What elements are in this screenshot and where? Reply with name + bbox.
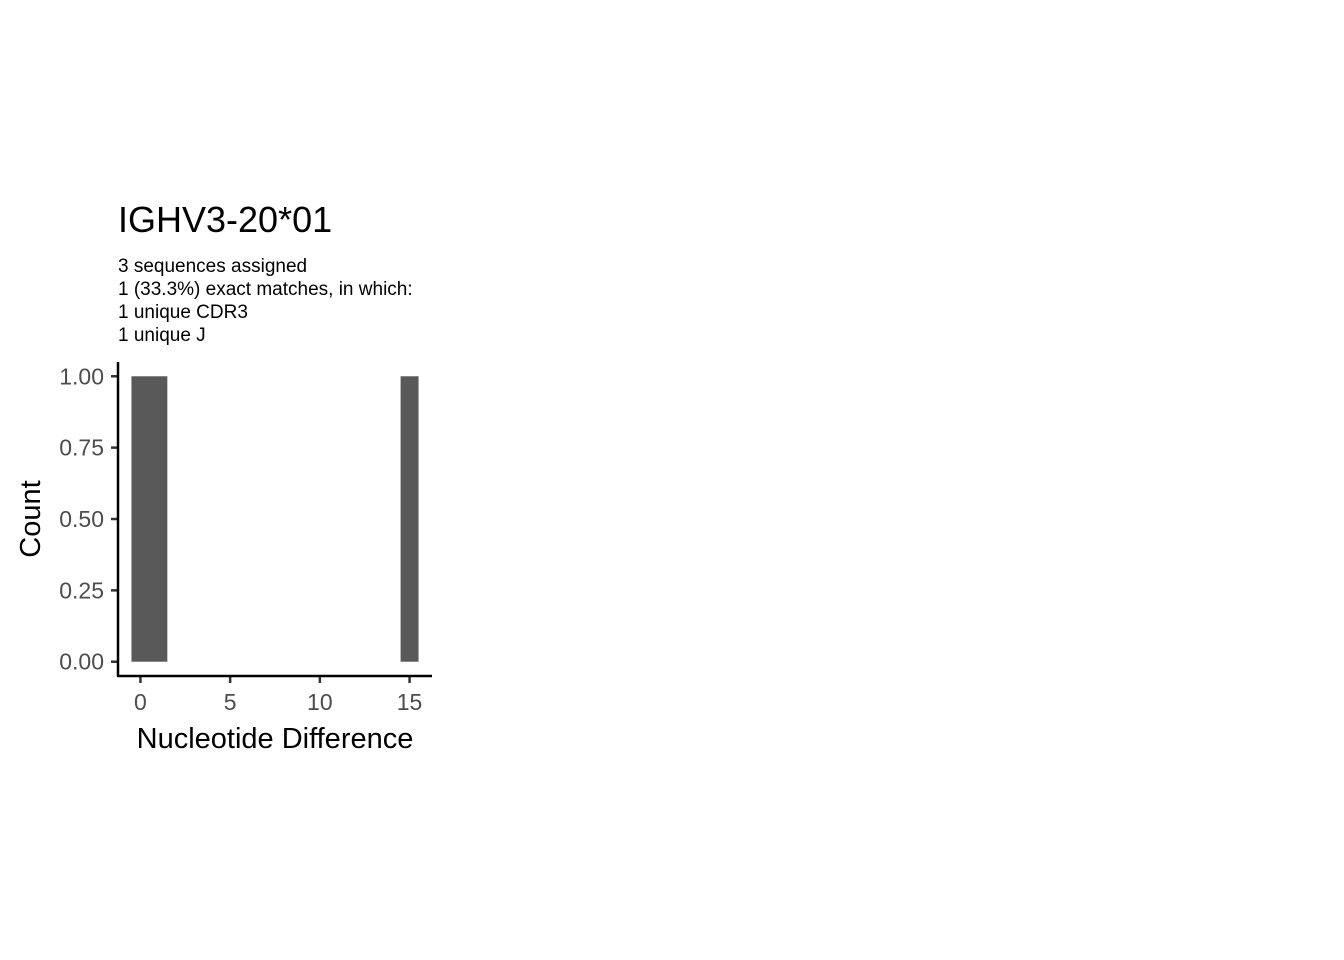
x-axis-title: Nucleotide Difference: [137, 723, 414, 755]
x-axis-ticks: 0 5 10 15: [134, 676, 422, 715]
y-tick-label-2: 0.50: [59, 506, 104, 532]
bar-1: [400, 376, 419, 662]
x-tick-label-0: 0: [134, 689, 147, 715]
y-tick-label-4: 1.00: [59, 363, 104, 389]
y-axis-title: Count: [15, 480, 47, 557]
chart-subtitle: 3 sequences assigned 1 (33.3%) exact mat…: [118, 256, 413, 346]
x-tick-label-3: 15: [397, 689, 423, 715]
x-tick-label-2: 10: [307, 689, 333, 715]
subtitle-line-1: 3 sequences assigned: [118, 256, 307, 277]
x-tick-label-1: 5: [224, 689, 237, 715]
chart-title: IGHV3-20*01: [118, 199, 332, 240]
subtitle-line-4: 1 unique J: [118, 325, 206, 346]
bars-layer: [131, 376, 419, 662]
y-tick-label-1: 0.25: [59, 577, 104, 603]
subtitle-line-3: 1 unique CDR3: [118, 302, 248, 323]
y-tick-label-0: 0.00: [59, 649, 104, 675]
y-axis-ticks: 0.00 0.25 0.50 0.75 1.00: [59, 363, 118, 675]
y-tick-label-3: 0.75: [59, 435, 104, 461]
bar-0: [131, 376, 168, 662]
subtitle-line-2: 1 (33.3%) exact matches, in which:: [118, 279, 413, 300]
